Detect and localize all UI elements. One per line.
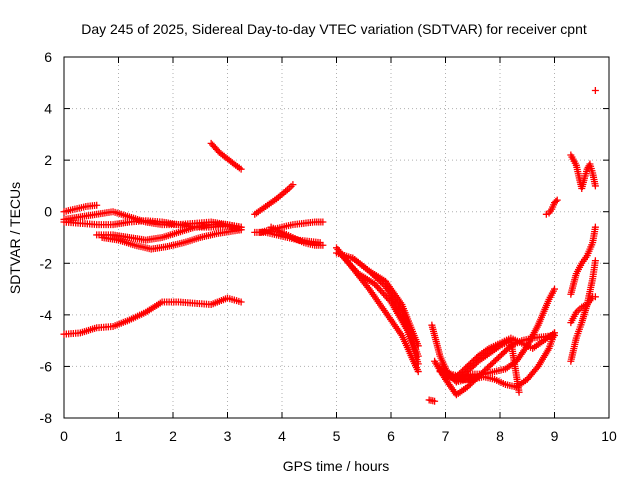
data-point <box>414 368 422 376</box>
series-27 <box>567 293 599 327</box>
data-point <box>386 296 394 304</box>
data-point <box>319 241 327 249</box>
series-7 <box>251 181 297 218</box>
y-tick-label: 2 <box>44 152 52 168</box>
series-0 <box>60 201 101 216</box>
data-point <box>591 87 599 95</box>
x-tick-label: 10 <box>601 428 617 444</box>
y-tick-label: -2 <box>40 255 53 271</box>
data-point <box>414 342 422 350</box>
x-tick-label: 7 <box>442 428 450 444</box>
x-tick-label: 5 <box>333 428 341 444</box>
data-point <box>237 226 245 234</box>
data-point <box>551 329 558 337</box>
series-10 <box>267 223 327 249</box>
data-point <box>414 360 422 368</box>
x-tick-label: 6 <box>387 428 395 444</box>
axis-ticks: 0 1 2 3 4 5 6 7 8 9 10 -8 -6 -4 -2 0 2 4 6 <box>40 49 617 444</box>
series-14 <box>349 254 422 350</box>
series-4 <box>98 226 245 253</box>
y-tick-label: -4 <box>40 307 53 323</box>
series-13 <box>338 252 422 368</box>
data-point <box>237 165 245 173</box>
data-point <box>515 388 523 396</box>
y-tick-label: 6 <box>44 49 52 65</box>
y-axis-label: SDTVAR / TECUs <box>7 182 23 294</box>
grid <box>64 57 609 418</box>
data-point <box>591 293 599 301</box>
y-tick-label: 0 <box>44 204 52 220</box>
x-tick-label: 1 <box>115 428 123 444</box>
data-point <box>93 201 101 209</box>
data-point <box>237 298 245 306</box>
x-axis-label: GPS time / hours <box>283 458 390 474</box>
series-26 <box>567 257 599 365</box>
x-tick-label: 9 <box>551 428 559 444</box>
series-15 <box>425 396 439 405</box>
series-3 <box>93 221 245 244</box>
series-23 <box>567 151 599 193</box>
data-point <box>591 223 599 231</box>
data-point <box>319 218 327 226</box>
data-point <box>591 182 599 190</box>
series-21 <box>452 337 523 396</box>
x-tick-label: 4 <box>278 428 286 444</box>
series-24 <box>591 87 599 95</box>
y-tick-label: -6 <box>40 358 53 374</box>
series-6 <box>207 139 245 173</box>
data-points <box>60 87 599 405</box>
chart-title: Day 245 of 2025, Sidereal Day-to-day VTE… <box>81 21 587 37</box>
x-tick-label: 0 <box>60 428 68 444</box>
x-tick-label: 3 <box>224 428 232 444</box>
data-point <box>431 397 439 405</box>
data-point <box>553 196 561 204</box>
data-point <box>289 181 297 189</box>
data-point <box>552 197 560 205</box>
y-tick-label: -8 <box>40 410 53 426</box>
series-5 <box>60 294 245 338</box>
data-point <box>591 257 599 265</box>
x-tick-label: 2 <box>169 428 177 444</box>
series-22 <box>542 196 561 218</box>
x-tick-label: 8 <box>496 428 504 444</box>
y-tick-label: 4 <box>44 101 52 117</box>
data-point <box>551 285 558 293</box>
series-25 <box>567 223 599 298</box>
